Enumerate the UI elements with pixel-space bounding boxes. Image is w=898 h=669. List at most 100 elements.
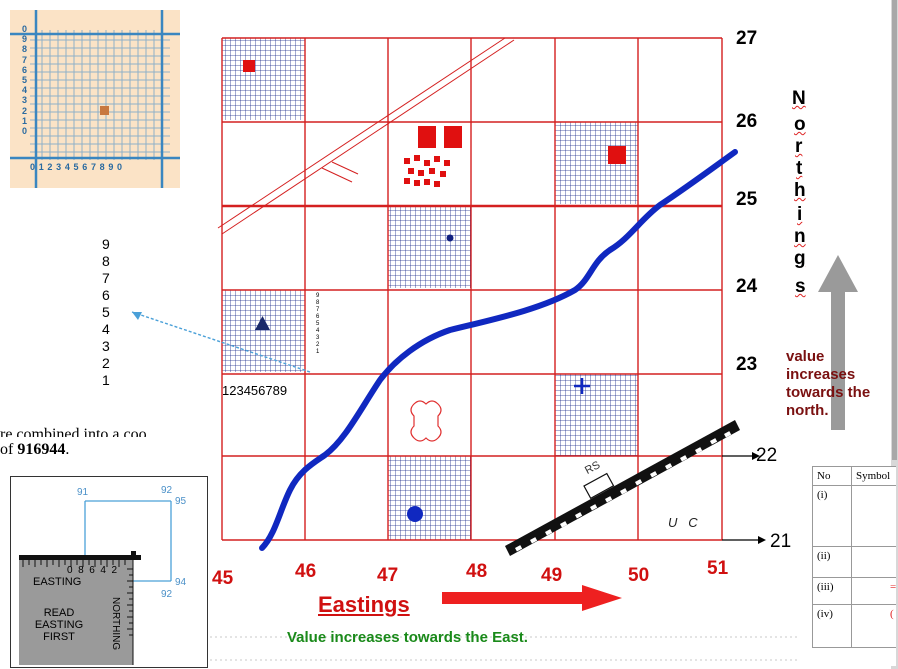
- triangle-icon: [255, 316, 270, 330]
- mini-northing-value: 6: [316, 314, 320, 320]
- table-row: (ii): [812, 546, 896, 578]
- inset-grid-reference: 0 9 8 7 6 5 4 3 2 1 0 0 1 2 3 4 5 6 7 8 …: [10, 10, 180, 188]
- side-scale-value: 5: [102, 304, 110, 320]
- north-arrow-icon: [818, 255, 858, 430]
- inset-y-label: 3: [22, 95, 28, 106]
- romer-label-92b: 92: [161, 589, 173, 600]
- dash-symbol-icon: =: [890, 581, 896, 593]
- letters-vc: U C: [668, 515, 698, 530]
- inset-y-label: 0: [22, 24, 28, 34]
- building-icon: [608, 146, 626, 164]
- railway: [217, 37, 515, 235]
- building-icon: [243, 60, 255, 72]
- mini-northing-value: 7: [316, 307, 320, 313]
- side-scale: 9 8 7 6 5 4 3 2 1: [102, 236, 110, 389]
- inset-y-labels: 0 9 8 7 6 5 4 3 2 1 0: [22, 24, 34, 136]
- inset-y-label: 0: [22, 126, 28, 137]
- cut-text-line-1: re combined into a coo: [0, 426, 147, 437]
- romer-ruler-numbers: 0 8 6 4 2: [67, 565, 118, 576]
- north-note-line: towards the: [786, 384, 871, 401]
- northings-letter: i: [797, 204, 803, 225]
- inset-grid-svg: [10, 10, 180, 188]
- symbol-table-container: No Symbol (i) (ii) (iii) = (iv) (: [812, 466, 896, 666]
- north-note-line: value: [786, 348, 825, 365]
- romer-label-95: 95: [175, 496, 187, 507]
- circle-icon: [407, 506, 423, 522]
- pointer-arrow-icon: [132, 312, 142, 320]
- table-cell: (i): [812, 485, 852, 547]
- table-cell: (iii): [812, 577, 852, 605]
- northings-letter: s: [795, 276, 806, 297]
- inset-y-label: 1: [22, 115, 28, 126]
- inset-y-label: 6: [22, 64, 28, 75]
- table-row: (iii) =: [812, 577, 896, 605]
- eastings-title: Eastings: [318, 592, 410, 617]
- cut-text-suffix: .: [65, 441, 70, 458]
- building-icon: [418, 126, 436, 148]
- east-note: Value increases towards the East.: [287, 629, 528, 646]
- northings-letter: g: [794, 248, 806, 269]
- symbol-table: No Symbol (i) (ii) (iii) = (iv) (: [812, 466, 896, 648]
- easting-label: 46: [295, 561, 317, 582]
- romer-northing: NORTHING: [110, 597, 121, 651]
- arrow-22-icon: [752, 452, 760, 460]
- northing-label: 24: [736, 276, 758, 297]
- side-scale-value: 7: [102, 270, 110, 286]
- circle-symbol-icon: (: [890, 608, 894, 620]
- side-scale-value: 3: [102, 338, 110, 354]
- inset-point-marker: [100, 106, 109, 115]
- romer-label-91: 91: [77, 487, 89, 498]
- north-note-line: north.: [786, 402, 829, 419]
- cut-text-bold: 916944: [17, 441, 66, 458]
- cross-icon: [574, 378, 590, 394]
- cut-text-prefix: of: [0, 441, 18, 458]
- hatched-square: [222, 290, 305, 372]
- north-note-line: increases: [786, 366, 856, 383]
- northing-label: 23: [736, 354, 758, 375]
- north-note: value increases towards the north.: [786, 348, 870, 420]
- point-icon: [446, 234, 454, 242]
- mini-northing-value: 5: [316, 321, 320, 327]
- easting-label: 51: [707, 558, 729, 579]
- easting-label: 49: [541, 565, 563, 586]
- northing-label: 26: [736, 111, 758, 132]
- inset-y-label: 5: [22, 75, 28, 86]
- scrollbar-thumb[interactable]: [892, 0, 897, 460]
- easting-label: 45: [212, 568, 234, 589]
- romer-easting: EASTING: [33, 576, 82, 588]
- river: [259, 149, 738, 551]
- settlement-dots: [404, 155, 450, 187]
- side-scale-value: 9: [102, 236, 110, 252]
- table-header-row: No Symbol: [812, 466, 896, 486]
- table-row: (i): [812, 485, 896, 547]
- cut-text-line-2: of 916944.: [0, 441, 69, 459]
- northing-label: 21: [770, 531, 792, 552]
- mini-northing-value: 3: [316, 335, 320, 341]
- romer-label-94: 94: [175, 577, 187, 588]
- fort-icon: [410, 400, 442, 442]
- romer-read-line: FIRST: [43, 631, 75, 643]
- road-track: [505, 420, 740, 556]
- grid-lines: [221, 37, 723, 541]
- northings-letter: r: [795, 136, 803, 157]
- romer-label-92: 92: [161, 485, 173, 496]
- romer-read-line: READ: [43, 607, 75, 619]
- mini-northing-value: 2: [316, 342, 320, 348]
- northings-letter: o: [794, 114, 806, 135]
- romer-svg: [19, 500, 172, 665]
- northings-letter: t: [796, 158, 803, 179]
- inset-romer: 91 92 95 94 92 0 8 6 4 2 EASTING NORTHIN…: [10, 476, 208, 668]
- east-arrow-icon: [442, 585, 622, 611]
- hatched-square: [388, 456, 471, 540]
- northing-label: 27: [736, 28, 758, 49]
- northings-letter: n: [794, 226, 806, 247]
- easting-label: 48: [466, 561, 488, 582]
- side-scale-value: 8: [102, 253, 110, 269]
- mini-northing-col: 9 8 7 6 5 4 3 2 1: [316, 293, 319, 356]
- northings-letter: N: [792, 88, 806, 109]
- inset-y-label: 4: [22, 85, 28, 96]
- side-scale-value: 4: [102, 321, 110, 337]
- hatched-square: [555, 374, 638, 456]
- easting-label: 47: [377, 565, 399, 586]
